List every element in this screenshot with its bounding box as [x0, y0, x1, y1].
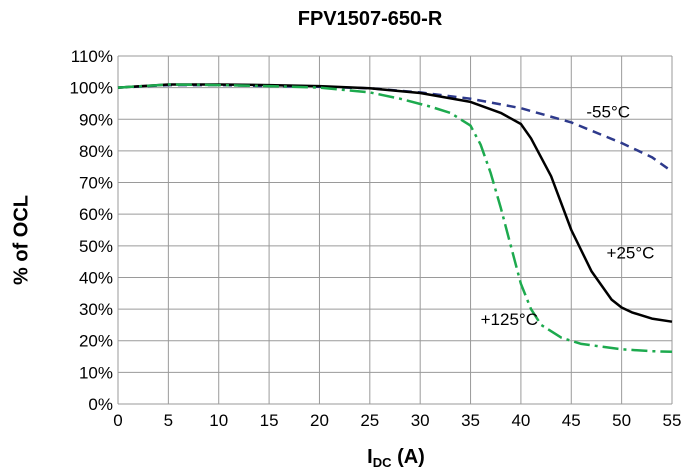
y-tick-label: 0%	[88, 395, 113, 414]
x-tick-label: 45	[562, 411, 581, 430]
y-tick-label: 60%	[79, 205, 113, 224]
x-tick-label: 0	[113, 411, 122, 430]
y-tick-label: 50%	[79, 237, 113, 256]
x-tick-label: 10	[209, 411, 228, 430]
x-axis-label: IDC (A)	[367, 446, 425, 470]
x-tick-label: 40	[511, 411, 530, 430]
x-tick-label: 55	[663, 411, 682, 430]
x-tick-label: 50	[612, 411, 631, 430]
y-tick-label: 30%	[79, 300, 113, 319]
y-tick-label: 110%	[71, 47, 113, 66]
x-axis-label-main: I	[367, 446, 373, 468]
x-tick-label: 15	[260, 411, 279, 430]
series-line-2	[117, 83, 673, 354]
x-tick-label: 30	[411, 411, 430, 430]
y-tick-label: 100%	[70, 79, 113, 98]
series-line-0	[117, 83, 673, 173]
x-tick-label: 5	[164, 411, 173, 430]
x-tick-label: 35	[461, 411, 480, 430]
x-axis-label-subscript: DC	[372, 455, 392, 470]
series-annotation: +25°C	[607, 243, 655, 262]
y-tick-label: 80%	[79, 142, 113, 161]
series-annotation: -55°C	[586, 103, 630, 122]
y-tick-label: 20%	[79, 332, 113, 351]
y-tick-label: 70%	[79, 174, 113, 193]
y-tick-label: 90%	[79, 110, 113, 129]
chart-title: FPV1507-650-R	[297, 8, 443, 30]
y-tick-label: 40%	[79, 268, 113, 287]
x-axis-label-unit: (A)	[391, 446, 425, 468]
series-annotation: +125°C	[481, 310, 538, 329]
x-tick-label: 25	[360, 411, 379, 430]
y-tick-label: 10%	[79, 363, 113, 382]
x-tick-label: 20	[310, 411, 329, 430]
